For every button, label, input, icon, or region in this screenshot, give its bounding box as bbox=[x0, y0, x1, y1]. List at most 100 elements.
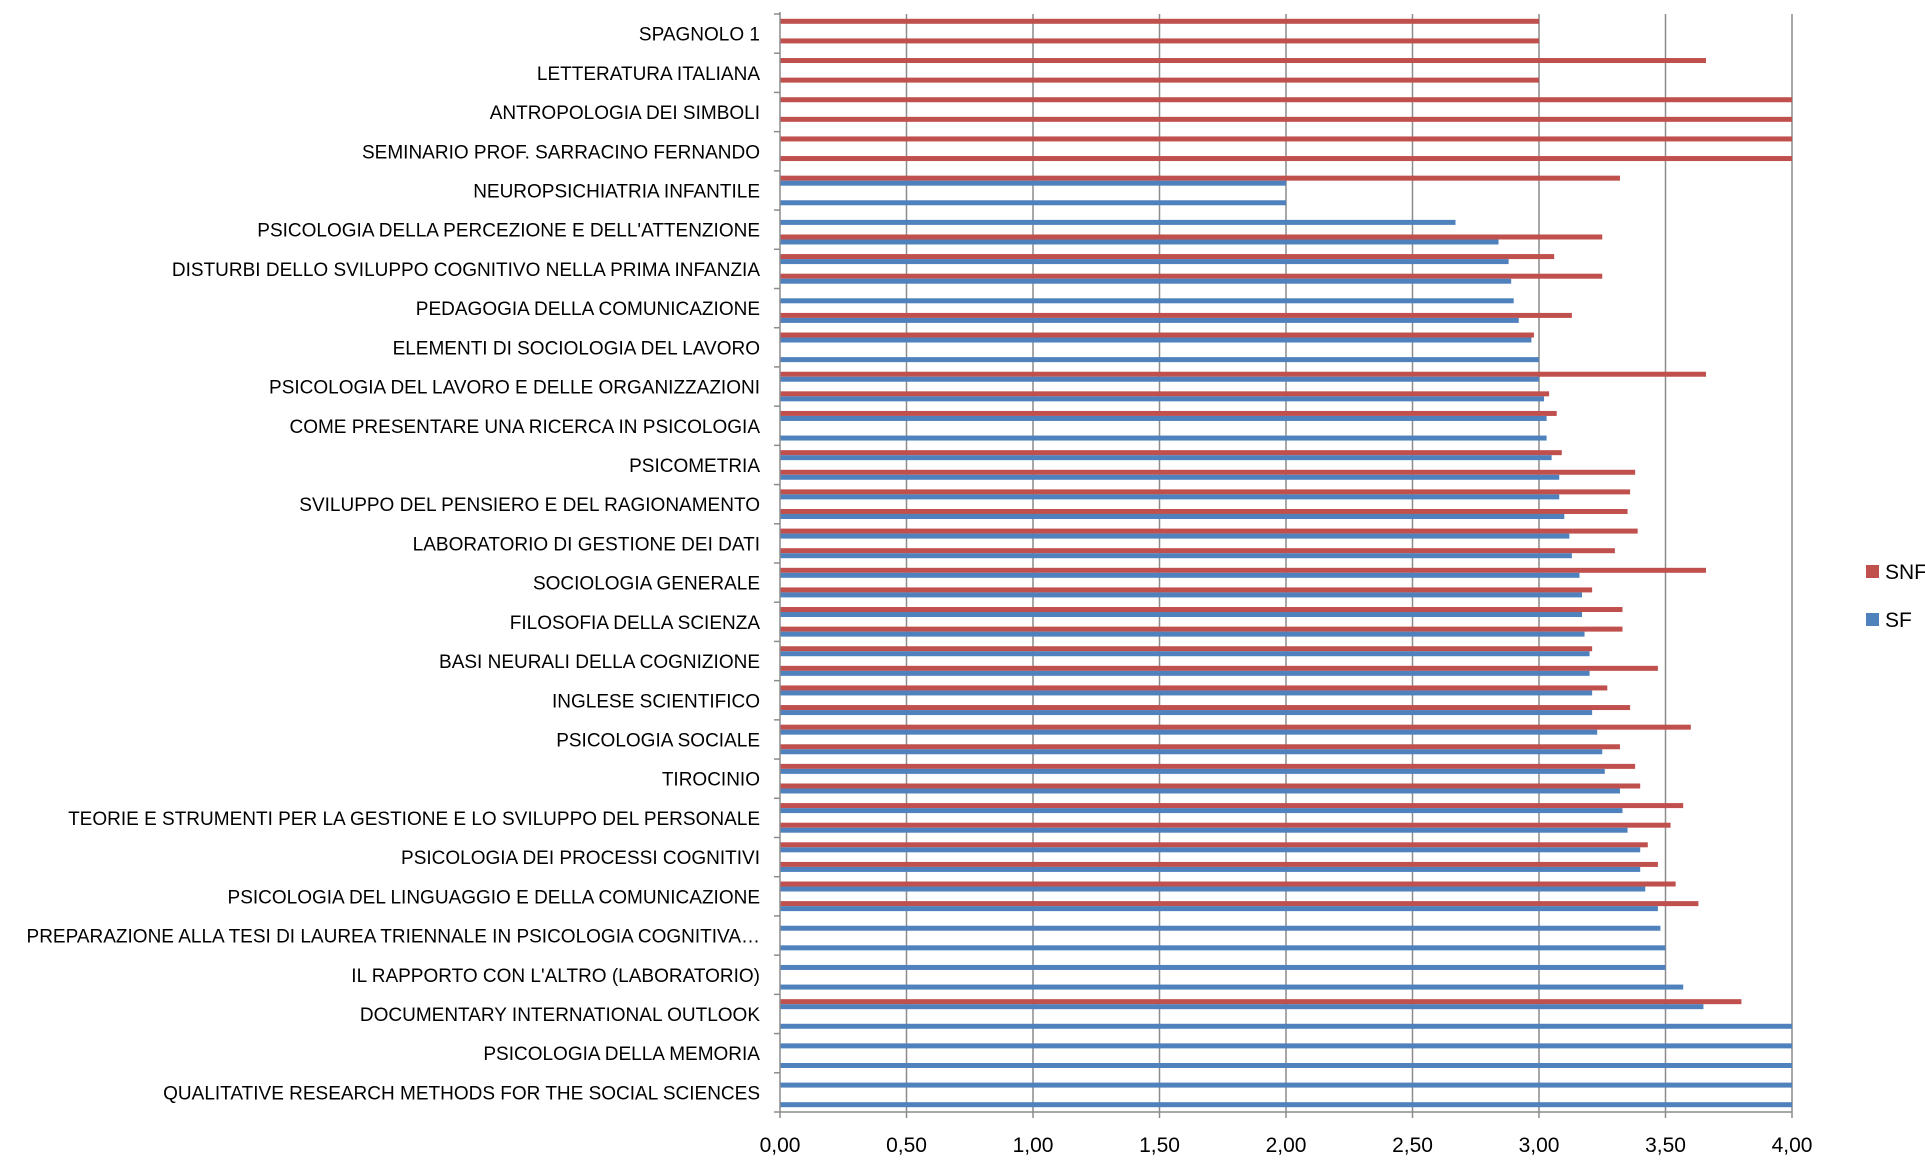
bar-sf bbox=[780, 768, 1605, 774]
bar-snf bbox=[780, 156, 1792, 162]
bar-snf bbox=[780, 626, 1623, 632]
bar-sf bbox=[780, 219, 1456, 225]
bar-sf bbox=[780, 553, 1572, 559]
bar-sf bbox=[780, 513, 1565, 519]
bar-snf bbox=[780, 744, 1620, 750]
x-tick-label: 0,50 bbox=[886, 1134, 927, 1157]
category-label: COME PRESENTARE UNA RICERCA IN PSICOLOGI… bbox=[289, 417, 760, 438]
category-labels: SPAGNOLO 1 LETTERATURA ITALIANA ANTROPOLOG… bbox=[27, 25, 761, 1105]
category-label: PEDAGOGIA DELLA COMUNICAZIONE bbox=[416, 299, 760, 320]
bar-snf bbox=[780, 665, 1658, 671]
category-label: PSICOLOGIA SOCIALE bbox=[556, 730, 760, 751]
bar-sf bbox=[780, 357, 1539, 363]
x-tick-label: 3,50 bbox=[1645, 1134, 1686, 1157]
bar-snf bbox=[780, 450, 1562, 456]
category-label: PSICOLOGIA DEI PROCESSI COGNITIVI bbox=[401, 848, 760, 869]
x-tick-label: 1,00 bbox=[1013, 1134, 1054, 1157]
bar-sf bbox=[780, 1023, 1792, 1029]
bar-sf bbox=[780, 533, 1570, 539]
bar-sf bbox=[780, 435, 1547, 441]
legend: SNF SF bbox=[1866, 561, 1925, 632]
bar-snf bbox=[780, 508, 1628, 514]
bar-snf bbox=[780, 881, 1676, 887]
legend-label-snf: SNF bbox=[1885, 561, 1925, 584]
x-tick-label: 0,00 bbox=[760, 1134, 801, 1157]
bar-snf bbox=[780, 332, 1534, 338]
bar-sf bbox=[780, 788, 1620, 794]
bar-sf bbox=[780, 690, 1593, 696]
bar-sf bbox=[780, 474, 1560, 480]
bar-sf bbox=[780, 866, 1641, 872]
bar-snf bbox=[780, 391, 1550, 397]
bar-sf bbox=[780, 259, 1509, 265]
category-label: SVILUPPO DEL PENSIERO E DEL RAGIONAMENTO bbox=[299, 495, 760, 516]
bar-sf bbox=[780, 906, 1658, 912]
bar-sf bbox=[780, 886, 1646, 892]
bar-sf bbox=[780, 808, 1623, 814]
bar-snf bbox=[780, 822, 1671, 828]
bar-sf bbox=[780, 749, 1603, 755]
bar-snf bbox=[780, 97, 1792, 103]
x-tick-labels: 0,00 0,50 1,00 1,50 2,00 2,50 3,00 3,50 4,00 bbox=[760, 1134, 1813, 1157]
bar-sf bbox=[780, 415, 1547, 421]
bar-snf bbox=[780, 234, 1603, 240]
bar-snf bbox=[780, 116, 1792, 122]
bar-sf bbox=[780, 278, 1512, 284]
bar-snf bbox=[780, 842, 1648, 848]
bar-sf bbox=[780, 592, 1583, 598]
bar-snf bbox=[780, 783, 1641, 789]
bar-sf bbox=[780, 847, 1641, 853]
category-label: NEUROPSICHIATRIA INFANTILE bbox=[473, 181, 760, 202]
x-tick-label: 2,00 bbox=[1266, 1134, 1307, 1157]
category-label: PSICOMETRIA bbox=[629, 456, 760, 477]
x-tick-label: 1,50 bbox=[1139, 1134, 1180, 1157]
bar-sf bbox=[780, 1004, 1704, 1010]
bar-sf bbox=[780, 239, 1499, 245]
bars bbox=[780, 18, 1792, 1108]
bar-sf bbox=[780, 1102, 1792, 1108]
category-label: PSICOLOGIA DEL LINGUAGGIO E DELLA COMUNI… bbox=[228, 887, 760, 908]
legend-swatch-sf bbox=[1866, 613, 1879, 626]
bar-sf bbox=[780, 964, 1666, 970]
bar-sf bbox=[780, 376, 1539, 382]
category-label: TIROCINIO bbox=[662, 770, 760, 791]
category-label: SOCIOLOGIA GENERALE bbox=[533, 574, 760, 595]
bar-sf bbox=[780, 337, 1532, 343]
legend-label-sf: SF bbox=[1885, 609, 1912, 632]
bar-snf bbox=[780, 371, 1706, 377]
category-label: LETTERATURA ITALIANA bbox=[537, 64, 760, 85]
bar-snf bbox=[780, 469, 1636, 475]
bar-snf bbox=[780, 312, 1572, 318]
bar-sf bbox=[780, 710, 1593, 716]
category-label: FILOSOFIA DELLA SCIENZA bbox=[510, 613, 761, 634]
category-label: DOCUMENTARY INTERNATIONAL OUTLOOK bbox=[360, 1005, 760, 1026]
category-label: INGLESE SCIENTIFICO bbox=[552, 691, 760, 712]
bar-snf bbox=[780, 254, 1555, 260]
bar-sf bbox=[780, 612, 1583, 618]
bar-sf bbox=[780, 945, 1666, 951]
category-label: PSICOLOGIA DELLA PERCEZIONE E DELL'ATTEN… bbox=[257, 221, 760, 242]
bar-snf bbox=[780, 18, 1539, 24]
legend-swatch-snf bbox=[1866, 565, 1879, 578]
bar-snf bbox=[780, 273, 1603, 279]
bar-snf bbox=[780, 705, 1631, 711]
bar-snf bbox=[780, 58, 1706, 64]
bar-snf bbox=[780, 646, 1593, 652]
x-tick-label: 2,50 bbox=[1392, 1134, 1433, 1157]
bar-sf bbox=[780, 572, 1580, 578]
category-label: QUALITATIVE RESEARCH METHODS FOR THE SOC… bbox=[163, 1083, 760, 1104]
bar-snf bbox=[780, 175, 1620, 181]
bar-snf bbox=[780, 136, 1792, 142]
category-label: ANTROPOLOGIA DEI SIMBOLI bbox=[490, 103, 760, 124]
bar-sf bbox=[780, 670, 1590, 676]
bar-sf bbox=[780, 1082, 1792, 1088]
bar-snf bbox=[780, 410, 1557, 416]
category-label: SEMINARIO PROF. SARRACINO FERNANDO bbox=[362, 142, 760, 163]
bar-sf bbox=[780, 317, 1519, 323]
category-label: BASI NEURALI DELLA COGNIZIONE bbox=[439, 652, 760, 673]
bar-snf bbox=[780, 763, 1636, 769]
category-label: DISTURBI DELLO SVILUPPO COGNITIVO NELLA … bbox=[172, 260, 760, 281]
category-label: SPAGNOLO 1 bbox=[639, 25, 760, 46]
